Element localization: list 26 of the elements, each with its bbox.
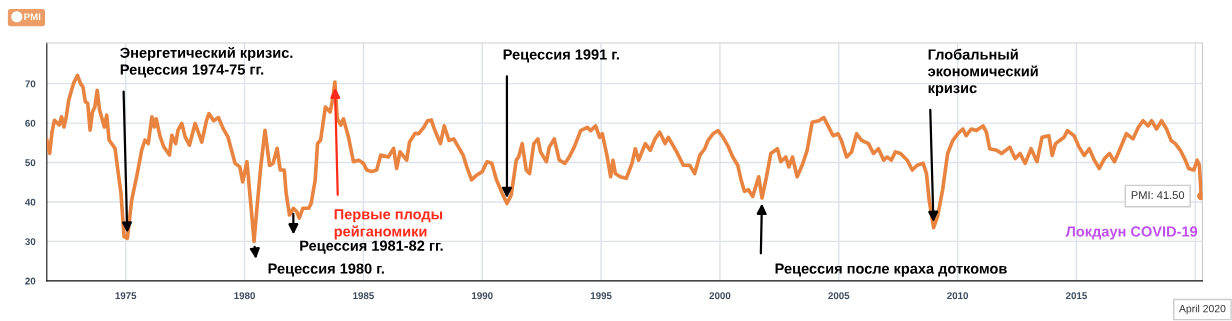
- annotation: Рецессия 1980 г.: [268, 263, 384, 277]
- y-tick-label: 60: [25, 119, 36, 127]
- x-tick-label: 1980: [234, 292, 255, 300]
- y-tick-label: 50: [25, 159, 36, 167]
- annotation: Рецессия 1981-82 гг.: [300, 240, 443, 254]
- x-tick-label: 2010: [947, 292, 969, 300]
- x-tick-label: 1990: [472, 292, 493, 300]
- x-tick-label: 2000: [709, 292, 731, 300]
- text: PMI: [24, 13, 41, 21]
- text: April 2020: [1179, 304, 1226, 315]
- x-tick-label: 1985: [353, 292, 374, 300]
- annotation: Рецессия 1991 г.: [503, 49, 619, 63]
- annotation: Энергетический кризис. Рецессия 1974-75 гг.: [120, 46, 293, 78]
- annotation: PMI: 41.50: [1131, 191, 1185, 200]
- annotation: Рецессия после краха доткомов: [775, 263, 1007, 277]
- x-tick-label: 2015: [1065, 292, 1087, 300]
- y-tick-label: 30: [25, 238, 36, 246]
- x-tick-label: 1995: [590, 292, 612, 300]
- y-tick-label: 40: [25, 198, 36, 206]
- annotation: Локдаун COVID-19: [1065, 226, 1198, 240]
- annotation: Глобальный экономический кризис: [928, 48, 1038, 97]
- x-tick-label: 2005: [828, 292, 850, 300]
- y-tick-label: 20: [25, 277, 36, 285]
- annotation: Первые плоды рейганомики: [334, 209, 443, 240]
- y-tick-label: 70: [25, 80, 36, 88]
- x-tick-label: 1975: [115, 292, 137, 300]
